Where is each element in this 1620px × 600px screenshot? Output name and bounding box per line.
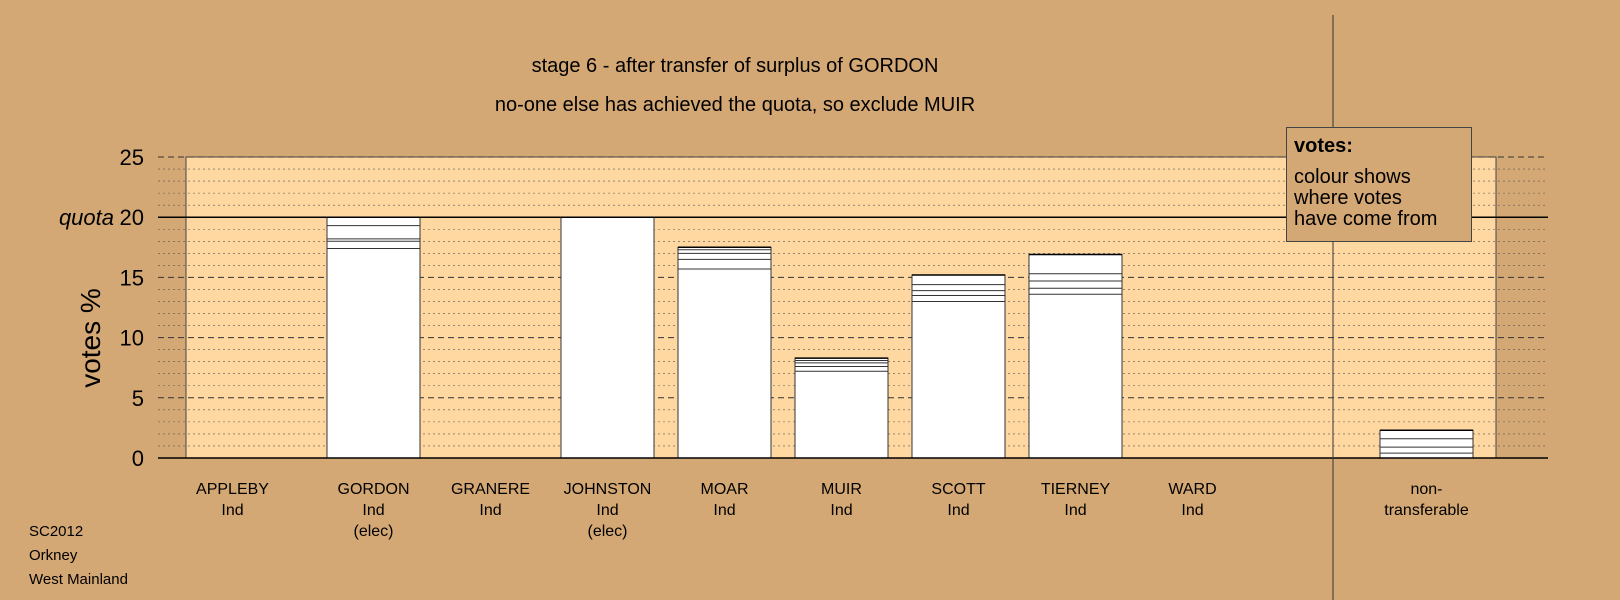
chart-title: stage 6 - after transfer of surplus of G… <box>532 55 939 77</box>
category-party-label: Ind <box>830 502 852 519</box>
category-party-label: Ind <box>1064 502 1086 519</box>
category-note-label: (elec) <box>353 523 393 540</box>
category-label: non- <box>1410 481 1442 498</box>
category-label: GORDON <box>338 481 410 498</box>
category-party-label: Ind <box>221 502 243 519</box>
y-tick-label: 0 <box>132 446 144 471</box>
footer-info: SC2012 Orkney West Mainland <box>29 520 128 592</box>
category-label: JOHNSTON <box>564 481 652 498</box>
category-party-label: Ind <box>479 502 501 519</box>
bar <box>1379 429 1474 459</box>
category-label: WARD <box>1168 481 1216 498</box>
bar <box>560 216 655 459</box>
category-party-label: Ind <box>947 502 969 519</box>
y-tick-label: 25 <box>120 145 144 170</box>
category-party-label: Ind <box>713 502 735 519</box>
legend-title: votes: <box>1294 135 1353 157</box>
y-tick-label: 10 <box>120 326 144 351</box>
bar <box>1028 254 1123 459</box>
bar <box>677 246 772 459</box>
chart-subtitle: no-one else has achieved the quota, so e… <box>495 94 975 116</box>
category-label: SCOTT <box>931 481 985 498</box>
legend-line: colour shows <box>1294 166 1411 188</box>
y-tick-label: 20 <box>120 205 144 230</box>
footer-line: West Mainland <box>29 571 128 588</box>
y-tick-label: 5 <box>132 386 144 411</box>
category-party-label: Ind <box>596 502 618 519</box>
category-label: MUIR <box>821 481 862 498</box>
category-party-label: Ind <box>1181 502 1203 519</box>
category-note-label: (elec) <box>587 523 627 540</box>
legend-line: have come from <box>1294 208 1438 230</box>
quota-label: quota <box>59 205 114 230</box>
bar <box>911 274 1006 459</box>
footer-line: SC2012 <box>29 523 84 540</box>
legend-line: where votes <box>1294 187 1402 209</box>
category-party-label: transferable <box>1384 502 1469 519</box>
y-tick-label: 15 <box>120 265 144 290</box>
y-axis-label: votes % <box>75 288 106 388</box>
category-label: APPLEBY <box>196 481 269 498</box>
footer-line: Orkney <box>29 547 78 564</box>
category-label: TIERNEY <box>1041 481 1111 498</box>
legend-box: votes: colour shows where votes have com… <box>1286 127 1472 242</box>
category-party-label: Ind <box>362 502 384 519</box>
category-label: GRANERE <box>451 481 530 498</box>
category-label: MOAR <box>701 481 749 498</box>
bar <box>326 216 421 459</box>
bar <box>794 357 889 459</box>
